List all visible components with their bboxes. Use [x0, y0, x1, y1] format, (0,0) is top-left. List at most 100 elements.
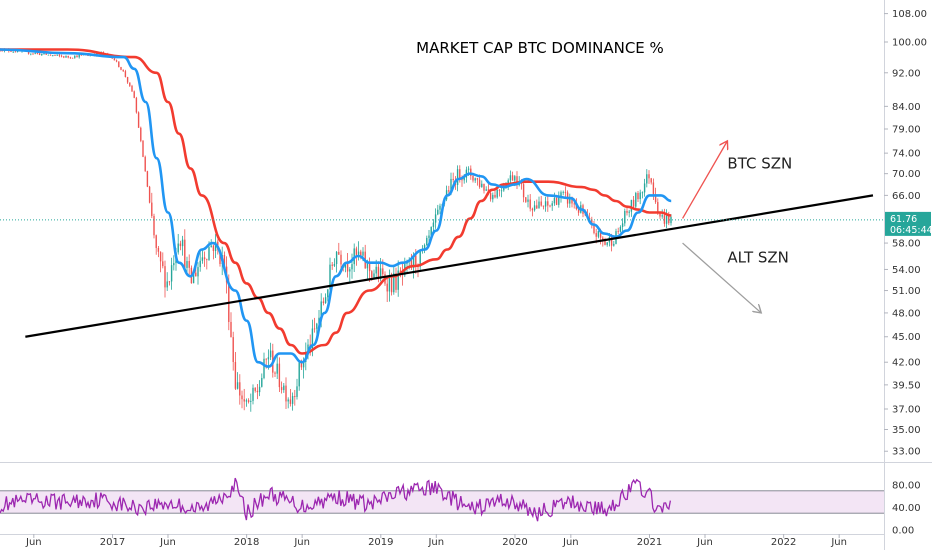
candle-body — [428, 235, 430, 238]
candle-body — [516, 176, 518, 186]
candle-body — [540, 201, 542, 206]
candle-body — [382, 268, 384, 275]
candle-body — [595, 233, 597, 237]
candle-body — [140, 127, 142, 141]
candle-body — [131, 85, 133, 92]
candle-body — [483, 183, 485, 191]
y-tick-label: 79.00 — [892, 125, 921, 136]
candle-body — [654, 194, 657, 203]
candle-body — [346, 262, 349, 272]
candle-body — [333, 264, 336, 266]
candle-body — [476, 178, 479, 180]
candle-body — [500, 190, 503, 192]
candle-body — [41, 53, 43, 56]
candle-body — [439, 205, 441, 210]
candle-body — [657, 202, 659, 212]
candle-body — [379, 268, 382, 279]
candle-body — [32, 53, 34, 55]
candle-body — [368, 261, 371, 272]
candle-body — [263, 358, 265, 378]
candle-body — [553, 198, 556, 204]
candle-body — [604, 240, 606, 245]
candle-body — [478, 179, 481, 188]
btc-szn-arrow[interactable] — [682, 141, 728, 219]
candle-body — [624, 210, 626, 224]
candle-body — [564, 191, 567, 193]
candle-body — [542, 205, 545, 207]
y-tick-label: 84.00 — [892, 102, 921, 113]
ma-fast-line — [0, 48, 672, 368]
candle-body — [646, 174, 648, 184]
candle-body — [560, 192, 562, 197]
candle-body — [206, 259, 208, 260]
candle-body — [397, 270, 399, 290]
candle-body — [551, 203, 553, 206]
candle-body — [159, 251, 162, 262]
candle-body — [432, 222, 435, 227]
candle-body — [525, 197, 527, 202]
trendline[interactable] — [25, 194, 874, 338]
candle-body — [188, 261, 190, 268]
candle-body — [126, 76, 129, 83]
x-tick-label: Jun — [830, 537, 847, 548]
candle-body — [45, 53, 47, 55]
candle-body — [254, 387, 256, 391]
candle-body — [360, 251, 362, 256]
candle-body — [547, 201, 549, 206]
candle-body — [12, 51, 14, 53]
candle-body — [366, 261, 369, 269]
candle-body — [269, 350, 272, 358]
candle-body — [650, 178, 652, 183]
candle-body — [643, 183, 646, 193]
candle-body — [322, 301, 325, 304]
alt-szn-arrow[interactable] — [682, 242, 762, 313]
candle-body — [122, 69, 124, 72]
candle-body — [577, 209, 580, 213]
candle-body — [252, 387, 254, 401]
candle-body — [120, 67, 122, 70]
candle-body — [27, 51, 30, 54]
candle-body — [632, 199, 635, 207]
btc-szn-annotation[interactable]: BTC SZN — [727, 154, 792, 172]
candle-body — [192, 272, 195, 284]
candle-body — [373, 273, 375, 278]
candle-body — [456, 169, 459, 185]
candle-body — [212, 245, 215, 251]
x-tick-label: 2018 — [234, 537, 259, 548]
candle-body — [514, 176, 516, 181]
candle-body — [278, 363, 281, 388]
candle-body — [76, 55, 78, 58]
alt-szn-annotation[interactable]: ALT SZN — [727, 249, 789, 267]
candle-body — [320, 301, 322, 318]
candle-body — [153, 215, 155, 236]
current-price-label: 61.76 — [890, 214, 917, 225]
candle-body — [452, 178, 454, 181]
candle-body — [63, 56, 65, 58]
candle-body — [324, 297, 327, 304]
candle-body — [184, 239, 186, 268]
main-plot-area — [0, 0, 884, 462]
candle-body — [549, 205, 551, 207]
candle-body — [593, 223, 595, 234]
candle-body — [463, 177, 465, 181]
candle-body — [399, 270, 402, 273]
candle-body — [36, 53, 39, 54]
candle-body — [265, 358, 267, 360]
candle-body — [232, 337, 234, 363]
candle-body — [415, 255, 417, 267]
candle-body — [243, 399, 245, 402]
candle-body — [496, 189, 498, 198]
candle-body — [630, 199, 633, 212]
candle-body — [58, 54, 61, 56]
y-tick-label: 48.00 — [892, 308, 921, 319]
candle-body — [214, 241, 217, 251]
candle-body — [250, 400, 252, 402]
candle-body — [38, 53, 41, 56]
candle-body — [124, 71, 127, 77]
x-tick-label: Jun — [293, 537, 310, 548]
candle-body — [307, 344, 309, 352]
candle-body — [511, 175, 514, 181]
candle-body — [591, 219, 593, 224]
candle-body — [318, 317, 320, 324]
